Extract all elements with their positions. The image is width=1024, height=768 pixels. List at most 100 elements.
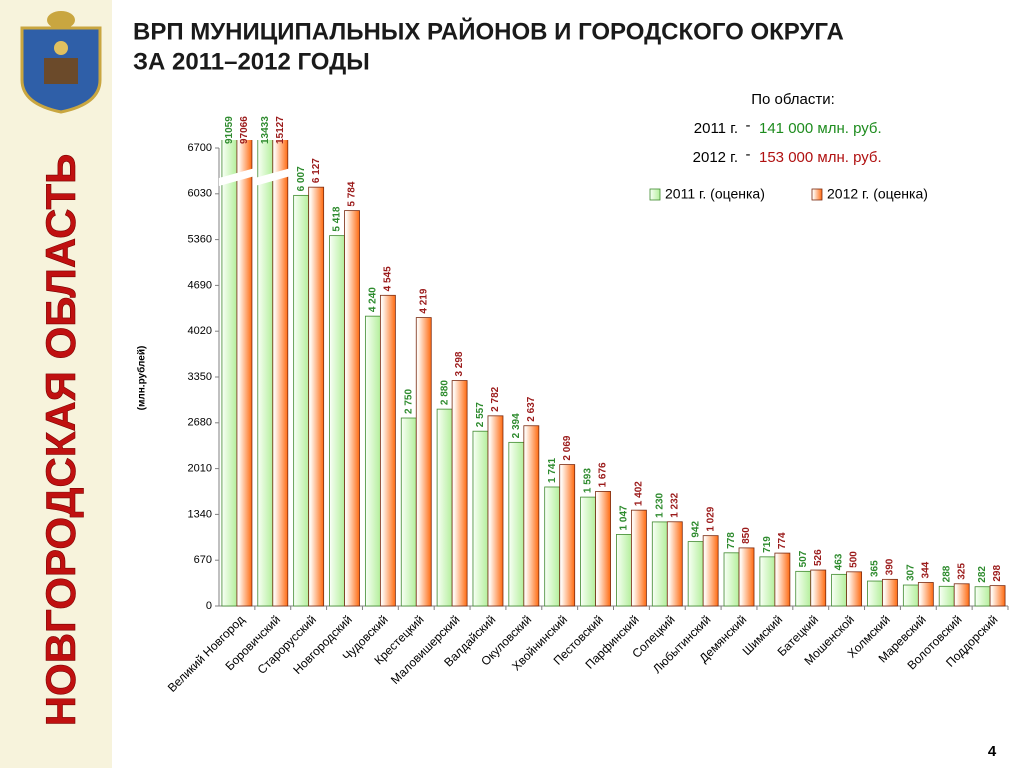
- y-tick-label: 4690: [188, 279, 212, 291]
- data-label: 6 007: [296, 166, 307, 191]
- data-label: 5 418: [332, 206, 343, 231]
- data-label: 2 782: [490, 386, 501, 411]
- data-label: 1 230: [654, 492, 665, 517]
- data-label: 1 593: [583, 468, 594, 493]
- summary-heading: По области:: [751, 91, 835, 108]
- y-axis-label: (млн.рублей): [136, 346, 148, 411]
- bar: [882, 578, 898, 607]
- data-label: 1 402: [634, 481, 645, 506]
- bar: [774, 552, 791, 607]
- data-label: 282: [977, 566, 988, 583]
- data-label: 1 232: [669, 492, 680, 517]
- bar: [272, 140, 289, 607]
- data-label: 526: [813, 549, 824, 566]
- data-label: 1 676: [598, 462, 609, 487]
- y-tick-label: 6030: [188, 188, 212, 200]
- y-tick-label: 1340: [188, 508, 212, 520]
- bar: [436, 408, 453, 607]
- data-label: 325: [956, 563, 967, 580]
- summary-value: 153 000 млн. руб.: [759, 149, 882, 166]
- bar: [902, 584, 919, 607]
- bar: [308, 186, 325, 607]
- bar: [616, 534, 632, 607]
- data-label: 2 069: [562, 435, 573, 460]
- data-label: 4 545: [383, 266, 394, 291]
- summary-label: 2012 г.: [693, 149, 738, 166]
- y-tick-label: 2010: [188, 463, 212, 475]
- bar: [846, 571, 863, 607]
- data-label: 850: [741, 527, 752, 544]
- bar: [379, 294, 396, 607]
- bar: [472, 430, 489, 607]
- data-label: 344: [920, 561, 931, 578]
- sidebar: [0, 0, 112, 768]
- data-label: 91059: [224, 116, 235, 144]
- data-label: 4 240: [368, 287, 379, 312]
- summary-dash: -: [746, 117, 751, 134]
- legend-swatch: [649, 188, 661, 201]
- summary-value: 141 000 млн. руб.: [759, 120, 882, 137]
- bar: [810, 569, 827, 607]
- bar: [666, 521, 683, 607]
- bar: [221, 140, 238, 607]
- data-label: 2 750: [403, 389, 414, 414]
- axis-break: [218, 168, 255, 186]
- bar: [631, 509, 647, 607]
- bar: [344, 210, 360, 607]
- crest: [20, 11, 102, 114]
- y-tick-label: 6700: [188, 142, 212, 154]
- bar: [953, 583, 970, 607]
- axis-break: [254, 168, 291, 186]
- data-label: 390: [885, 558, 896, 575]
- legend-label: 2012 г. (оценка): [827, 186, 928, 202]
- data-label: 942: [690, 520, 701, 537]
- data-label: 13433: [260, 116, 271, 144]
- y-tick-label: 5360: [188, 234, 212, 246]
- data-label: 2 394: [511, 413, 522, 438]
- bar: [544, 486, 561, 607]
- data-label: 15127: [275, 116, 286, 144]
- data-label: 1 047: [619, 505, 630, 530]
- legend-swatch: [811, 188, 823, 201]
- chart-title: ЗА 2011–2012 ГОДЫ: [133, 48, 370, 75]
- data-label: 365: [870, 560, 881, 577]
- data-label: 298: [992, 565, 1003, 582]
- bar: [917, 582, 934, 607]
- legend-label: 2011 г. (оценка): [665, 186, 765, 202]
- chart-title: ВРП МУНИЦИПАЛЬНЫХ РАЙОНОВ И ГОРОДСКОГО О…: [133, 17, 844, 45]
- y-tick-label: 4020: [188, 325, 212, 337]
- bar: [989, 585, 1006, 607]
- bar: [831, 573, 848, 607]
- bar: [867, 580, 883, 607]
- summary-label: 2011 г.: [694, 120, 738, 137]
- data-label: 3 298: [454, 351, 465, 376]
- data-label: 1 741: [547, 458, 558, 483]
- sidebar-title: НОВГОРОДСКАЯ ОБЛАСТЬ: [37, 154, 84, 727]
- plot-area: [221, 140, 1006, 607]
- bar: [580, 496, 596, 607]
- summary-dash: -: [746, 146, 751, 163]
- data-label: 500: [849, 551, 860, 568]
- data-label: 288: [941, 565, 952, 582]
- data-label: 1 029: [705, 506, 716, 531]
- bar: [795, 570, 812, 607]
- bar: [759, 556, 776, 607]
- data-label: 2 637: [526, 396, 537, 421]
- data-label: 97066: [239, 116, 250, 144]
- data-label: 778: [726, 532, 737, 549]
- data-label: 2 880: [439, 380, 450, 405]
- data-label: 5 784: [347, 181, 358, 206]
- bar: [487, 415, 504, 607]
- bar: [451, 380, 468, 607]
- data-label: 307: [905, 564, 916, 581]
- bar: [293, 194, 310, 607]
- bar: [651, 521, 668, 607]
- data-label: 719: [762, 536, 773, 553]
- bar: [738, 547, 755, 607]
- bar: [559, 464, 576, 607]
- data-label: 2 557: [475, 402, 486, 427]
- bar: [723, 552, 740, 607]
- y-tick-label: 2680: [188, 417, 212, 429]
